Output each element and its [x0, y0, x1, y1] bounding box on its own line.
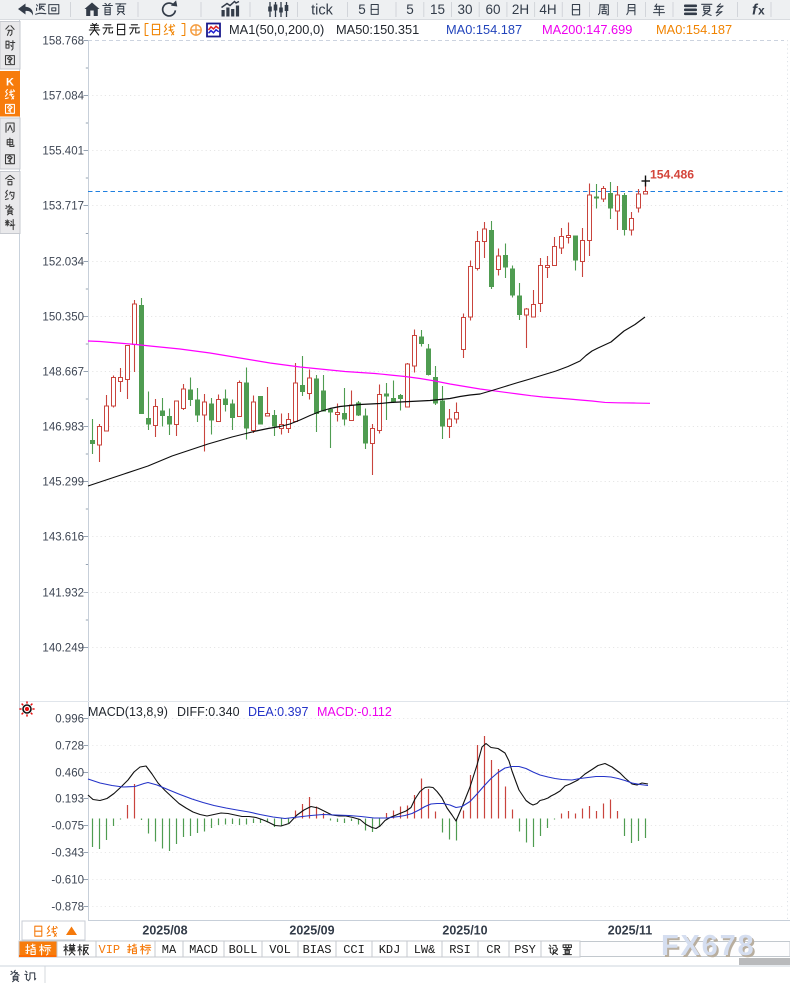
svg-text:KDJ: KDJ [379, 943, 401, 957]
svg-text:140.249: 140.249 [42, 643, 84, 655]
svg-text:MACD:-0.112: MACD:-0.112 [317, 705, 392, 719]
svg-text:5: 5 [358, 2, 366, 17]
svg-text:-0.878: -0.878 [51, 902, 84, 914]
svg-text:DEA:0.397: DEA:0.397 [248, 705, 309, 719]
svg-text:2025/08: 2025/08 [142, 924, 187, 938]
svg-text:0.460: 0.460 [55, 768, 84, 780]
svg-text:CR: CR [486, 943, 500, 957]
svg-text:-0.610: -0.610 [51, 875, 84, 887]
svg-text:-0.075: -0.075 [51, 821, 84, 833]
svg-text:148.667: 148.667 [42, 367, 84, 379]
svg-text:MACD(13,8,9): MACD(13,8,9) [88, 705, 168, 719]
svg-text:tick: tick [311, 3, 334, 19]
svg-text:0.728: 0.728 [55, 741, 84, 753]
svg-text:MA0:154.187: MA0:154.187 [446, 22, 522, 37]
svg-text:fx: fx [752, 2, 765, 19]
svg-text:MA200:147.699: MA200:147.699 [542, 22, 632, 37]
svg-text:VIP: VIP [99, 943, 121, 957]
svg-text:2025/10: 2025/10 [442, 924, 487, 938]
svg-text:158.768: 158.768 [42, 36, 84, 48]
svg-text:MA50:150.351: MA50:150.351 [336, 22, 419, 37]
svg-text:PSY: PSY [514, 943, 536, 957]
svg-text:0.996: 0.996 [55, 714, 84, 726]
svg-text:FX678: FX678 [661, 930, 755, 962]
svg-text:2025/09: 2025/09 [289, 924, 334, 938]
svg-text:DIFF:0.340: DIFF:0.340 [177, 705, 240, 719]
svg-text:2H: 2H [512, 2, 529, 17]
svg-text:0.193: 0.193 [55, 794, 84, 806]
svg-text:145.299: 145.299 [42, 477, 84, 489]
svg-text:MA0:154.187: MA0:154.187 [656, 22, 732, 37]
svg-text:30: 30 [457, 2, 472, 17]
svg-text:143.616: 143.616 [42, 532, 84, 544]
svg-text:BIAS: BIAS [303, 943, 332, 957]
svg-text:141.932: 141.932 [42, 588, 84, 600]
svg-text:152.034: 152.034 [42, 257, 84, 269]
svg-text:2025/11: 2025/11 [608, 924, 653, 938]
svg-text:153.717: 153.717 [42, 201, 84, 213]
svg-text:MA1(50,0,200,0): MA1(50,0,200,0) [229, 22, 324, 37]
svg-text:60: 60 [485, 2, 500, 17]
svg-text:146.983: 146.983 [42, 422, 84, 434]
svg-text:K: K [6, 77, 14, 89]
svg-text:-0.343: -0.343 [51, 848, 84, 860]
svg-text:MA: MA [162, 943, 177, 957]
svg-text:MACD: MACD [189, 943, 218, 957]
svg-text:CCI: CCI [343, 943, 365, 957]
svg-text:15: 15 [430, 2, 445, 17]
svg-text:BOLL: BOLL [229, 943, 258, 957]
svg-text:RSI: RSI [449, 943, 471, 957]
svg-text:150.350: 150.350 [42, 312, 84, 324]
svg-text:VOL: VOL [269, 943, 291, 957]
svg-text:154.486: 154.486 [650, 168, 694, 182]
svg-text:155.401: 155.401 [42, 146, 84, 158]
svg-text:157.084: 157.084 [42, 91, 84, 103]
svg-text:LW&: LW& [414, 943, 436, 957]
svg-text:5: 5 [406, 2, 414, 17]
svg-text:4H: 4H [539, 2, 556, 17]
